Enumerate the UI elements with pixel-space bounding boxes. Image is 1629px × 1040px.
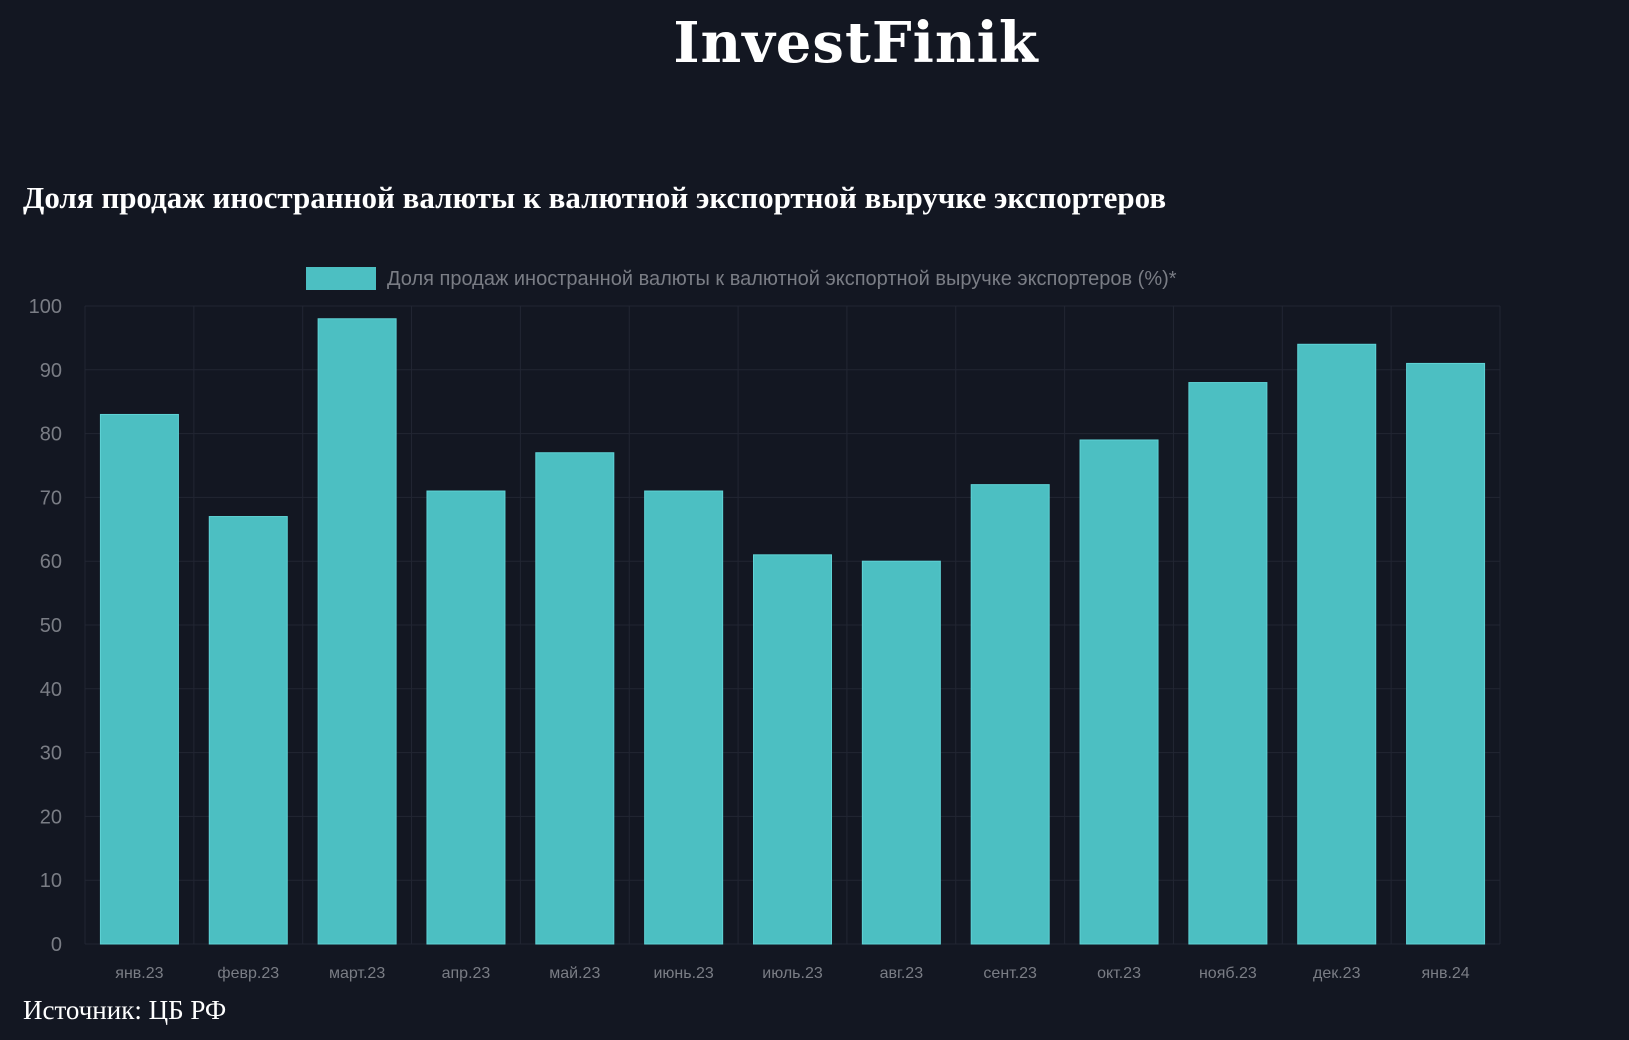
bar xyxy=(644,490,724,945)
x-tick-label: янв.24 xyxy=(1421,965,1469,982)
x-tick-label: нояб.23 xyxy=(1199,965,1257,982)
y-tick-label: 90 xyxy=(40,360,62,382)
y-tick-label: 70 xyxy=(40,487,62,509)
y-tick-label: 50 xyxy=(40,615,62,637)
bar xyxy=(1297,343,1377,945)
bar xyxy=(426,490,506,945)
x-tick-label: дек.23 xyxy=(1313,965,1361,982)
legend-swatch xyxy=(306,267,376,290)
x-tick-label: июнь.23 xyxy=(653,965,713,982)
chart-title: Доля продаж иностранной валюты к валютно… xyxy=(23,180,1167,215)
y-tick-label: 100 xyxy=(29,296,62,318)
bars xyxy=(99,318,1486,945)
x-tick-label: сент.23 xyxy=(983,965,1037,982)
x-tick-label: янв.23 xyxy=(115,965,163,982)
y-tick-label: 40 xyxy=(40,679,62,701)
x-tick-label: март.23 xyxy=(329,965,385,982)
bar xyxy=(208,516,288,945)
bar xyxy=(861,560,941,945)
legend: Доля продаж иностранной валюты к валютно… xyxy=(306,267,1177,290)
site-logo: InvestFinik xyxy=(673,10,1039,76)
bar-chart: 0 10 20 30 40 50 60 70 80 90 100 янв.23 февр.23 март… xyxy=(29,267,1501,982)
bar xyxy=(99,413,179,945)
y-axis-ticks: 0 10 20 30 40 50 60 70 80 90 100 xyxy=(29,296,62,956)
x-tick-label: июль.23 xyxy=(762,965,823,982)
bar xyxy=(535,452,615,945)
x-tick-label: май.23 xyxy=(549,965,600,982)
bar xyxy=(1188,382,1268,945)
legend-label: Доля продаж иностранной валюты к валютно… xyxy=(387,268,1177,290)
bar xyxy=(1406,362,1486,945)
x-axis-ticks: янв.23 февр.23 март.23 апр.23 май.23 июнь.23 и… xyxy=(115,965,1469,982)
y-tick-label: 60 xyxy=(40,551,62,573)
source-note: Источник: ЦБ РФ xyxy=(23,995,227,1025)
bar xyxy=(753,554,832,945)
bar xyxy=(317,318,397,945)
x-tick-label: авг.23 xyxy=(880,965,924,982)
y-tick-label: 80 xyxy=(40,424,62,446)
x-tick-label: окт.23 xyxy=(1097,965,1141,982)
y-tick-label: 10 xyxy=(40,870,62,892)
y-tick-label: 30 xyxy=(40,743,62,765)
y-tick-label: 20 xyxy=(40,806,62,828)
x-tick-label: апр.23 xyxy=(442,965,491,982)
x-tick-label: февр.23 xyxy=(217,965,279,982)
bar xyxy=(1079,439,1159,945)
bar xyxy=(970,484,1050,945)
y-tick-label: 0 xyxy=(51,934,62,956)
